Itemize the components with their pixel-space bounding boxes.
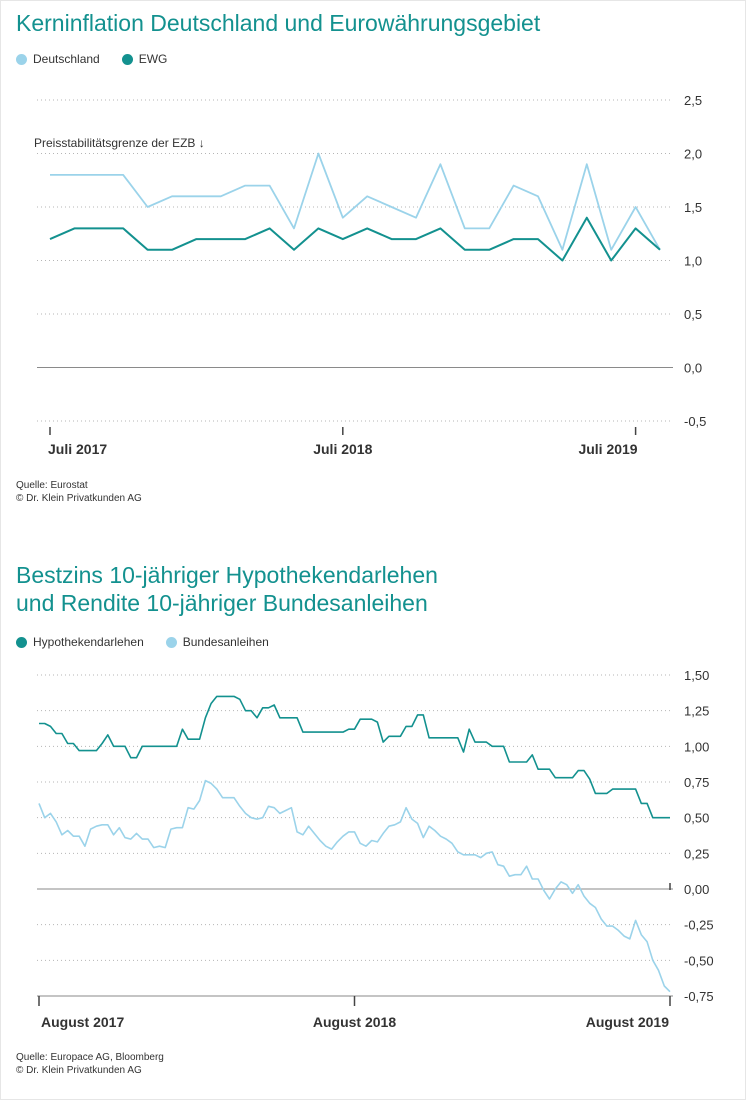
legend-dot-bundesanleihen-icon [165,636,177,648]
x-tick-label: August 2017 [41,1014,124,1030]
chart2-source-line: Quelle: Europace AG, Bloomberg [16,1052,164,1063]
chart1-plot: 2,5 2,0 1,5 1,0 0,5 0,0 -0,5 Juli 2017 Juli 2018… [34,93,706,457]
legend-dot-hypothekendarlehen-icon [16,636,27,648]
y-tick-label: 0,75 [684,775,709,790]
legend-item-hypothekendarlehen: Hypothekendarlehen [16,635,144,649]
y-tick-label: -0,50 [684,953,714,968]
chart2-title-line1: Bestzins 10-jähriger Hypothekendarlehen [16,562,438,588]
y-tick-label: 1,00 [684,739,709,754]
chart2-plot: 1,50 1,25 1,00 0,75 0,50 0,25 0,00 -0,25 -0,50 -0… [37,668,714,1030]
series-line-ewg [49,216,661,262]
y-tick-label: 0,0 [684,361,702,376]
legend-item-ewg: EWG [121,52,168,66]
series-line-hypothekendarlehen [39,695,670,819]
y-tick-label: 1,50 [684,668,709,683]
y-tick-label: 2,5 [684,93,702,108]
y-tick-label: 1,25 [684,704,709,719]
y-tick-label: -0,5 [684,414,706,429]
chart2-copyright-line: © Dr. Klein Privatkunden AG [16,1065,142,1076]
y-tick-label: 1,0 [684,254,702,269]
chart1-legend: Deutschland EWG [16,52,167,66]
legend-label-deutschland: Deutschland [33,52,100,66]
legend-label-ewg: EWG [138,52,168,66]
y-tick-label: 2,0 [684,147,702,162]
chart2-title-line2: und Rendite 10-jähriger Bundesanleihen [16,590,428,616]
x-tick-label: August 2019 [586,1014,669,1030]
legend-label-hypothekendarlehen: Hypothekendarlehen [33,635,144,649]
chart1-source-line: Quelle: Eurostat [16,480,88,491]
x-tick-label: August 2018 [313,1014,396,1030]
legend-dot-ewg-icon [121,53,133,65]
y-tick-label: 0,50 [684,811,709,826]
legend-dot-deutschland-icon [16,53,27,65]
y-tick-label: 0,00 [684,882,709,897]
series-line-bundesanleihen [38,779,671,993]
x-tick-label: Juli 2017 [48,441,107,457]
series-line-deutschland [50,152,661,251]
chart1-copyright-line: © Dr. Klein Privatkunden AG [16,493,142,504]
legend-label-bundesanleihen: Bundesanleihen [182,635,269,649]
x-tick-label: Juli 2019 [578,441,637,457]
chart2-source: Quelle: Europace AG, Bloomberg © Dr. Kle… [16,1051,164,1077]
y-tick-label: 1,5 [684,200,702,215]
y-tick-label: 0,5 [684,307,702,322]
legend-item-deutschland: Deutschland [16,52,100,66]
annotation-preisstabilitaet: Preisstabilitätsgrenze der EZB ↓ [34,136,205,150]
chart1-source: Quelle: Eurostat © Dr. Klein Privatkunde… [16,479,142,505]
y-tick-label: 0,25 [684,846,709,861]
chart1-title: Kerninflation Deutschland und Eurowährun… [16,10,541,36]
legend-item-bundesanleihen: Bundesanleihen [165,635,269,649]
y-tick-label: -0,75 [684,989,714,1004]
y-tick-label: -0,25 [684,918,714,933]
x-tick-label: Juli 2018 [313,441,372,457]
chart2-legend: Hypothekendarlehen Bundesanleihen [16,635,269,649]
